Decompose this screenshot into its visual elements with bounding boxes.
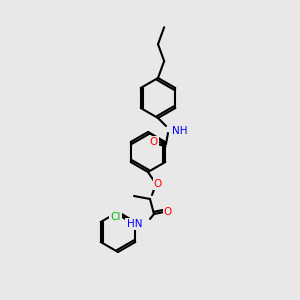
Text: NH: NH bbox=[172, 126, 188, 136]
Text: HN: HN bbox=[127, 219, 142, 229]
Text: O: O bbox=[164, 207, 172, 217]
Text: O: O bbox=[154, 179, 162, 189]
Text: Cl: Cl bbox=[110, 212, 121, 222]
Text: O: O bbox=[150, 137, 158, 147]
